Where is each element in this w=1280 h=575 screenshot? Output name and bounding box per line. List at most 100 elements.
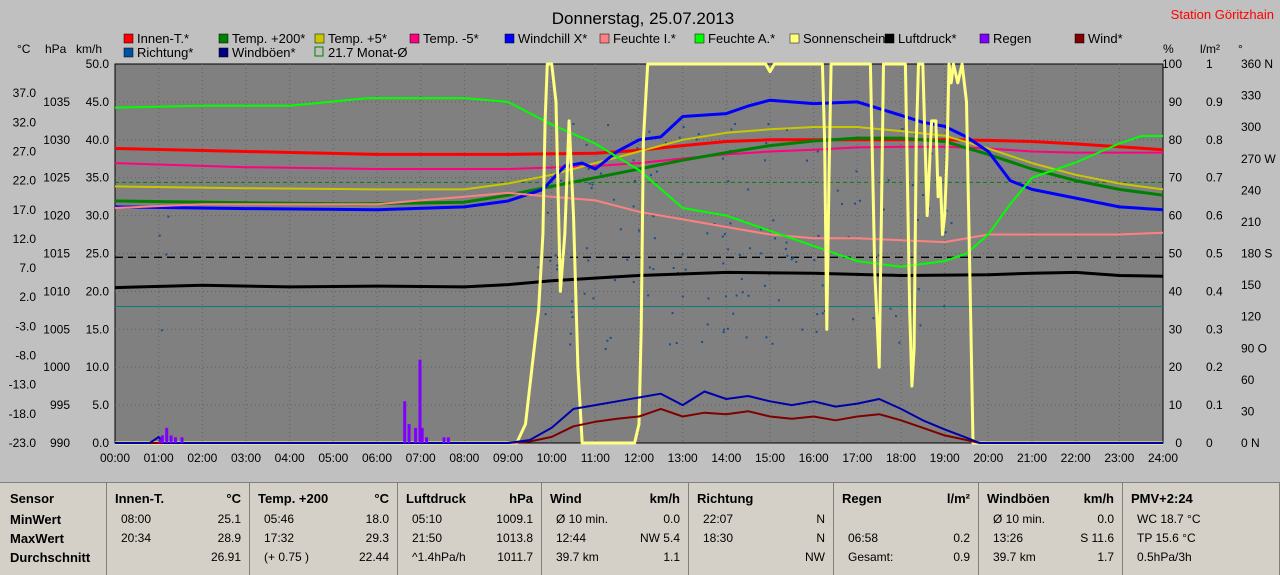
hpa-axis-tick: 1020 (43, 209, 70, 223)
wind-direction-dot (911, 184, 914, 187)
wind-direction-dot (681, 295, 684, 298)
series-temp-5 (114, 145, 1163, 170)
deg-axis-tick: 30 (1241, 404, 1255, 418)
wind-direction-dot (675, 341, 678, 344)
wind-direction-dot (734, 123, 737, 126)
wind-direction-dot (626, 258, 629, 261)
weather-chart: Donnerstag, 25.07.2013 Station Göritzhai… (9, 7, 1277, 465)
wind-direction-dot (632, 280, 635, 283)
pct-axis-tick: 70 (1169, 171, 1183, 185)
wind-direction-dot (749, 247, 752, 250)
wind-direction-dot (930, 152, 933, 155)
table-cell-value: NW 5.4 (639, 531, 680, 545)
legend-label: Windchill X* (518, 31, 587, 46)
hpa-axis-tick: 995 (50, 398, 70, 412)
wind-direction-dot (889, 307, 892, 310)
deg-axis-tick: 120 (1241, 310, 1261, 324)
x-axis-tick: 20:00 (973, 451, 1003, 465)
c-axis-tick: 7.0 (19, 261, 36, 275)
rain-bar (173, 437, 177, 443)
column-header: Windböen (987, 491, 1050, 506)
column-header: Temp. +200 (258, 491, 329, 506)
legend-label: Innen-T.* (137, 31, 189, 46)
wind-direction-dot (821, 312, 824, 315)
wind-direction-dot (556, 264, 559, 267)
lm2-axis-tick: 0.5 (1206, 247, 1223, 261)
wind-direction-dot (590, 187, 593, 190)
hpa-axis-tick: 1035 (43, 95, 70, 109)
table-column-temp-200: Temp. +200 °C 05:46 18.0 17:32 29.3 (+ 0.75 ) 2… (250, 483, 398, 575)
table-cell-label: 20:34 (121, 531, 152, 545)
wind-direction-dot (813, 259, 816, 262)
kmh-axis-tick: 10.0 (86, 360, 110, 374)
c-axis-tick: 2.0 (19, 290, 36, 304)
wind-direction-dot (724, 295, 727, 298)
wind-direction-dot (735, 294, 738, 297)
hpa-axis-tick: 1025 (43, 171, 70, 185)
series-lines (114, 62, 1164, 445)
wind-direction-dot (546, 211, 549, 214)
c-unit: °C (17, 42, 31, 56)
wind-direction-dot (544, 313, 547, 316)
wind-direction-dot (732, 312, 735, 315)
column-unit: °C (226, 491, 241, 506)
wind-direction-dot (777, 299, 780, 302)
column-unit: °C (374, 491, 389, 506)
wind-direction-dot (913, 132, 916, 135)
table-cell-value: 0.9 (953, 550, 970, 564)
table-cell-label: TP 15.6 °C (1137, 531, 1196, 545)
wind-direction-dot (572, 122, 575, 125)
table-cell-label: Ø 10 min. (556, 512, 609, 526)
table-cell-value: 18.0 (365, 512, 389, 526)
wind-direction-dot (158, 234, 161, 237)
column-header: Wind (550, 491, 582, 506)
row-label-min: MinWert (10, 512, 62, 527)
column-header: Richtung (697, 491, 754, 506)
lm2-axis-tick: 0.6 (1206, 209, 1223, 223)
deg-axis-tick: 180 S (1241, 247, 1272, 261)
legend: Innen-T.* Temp. +200* Temp. +5* Temp. -5* Wi… (123, 31, 1123, 60)
lm2-axis-tick: 0.3 (1206, 322, 1223, 336)
wind-direction-dot (664, 141, 667, 144)
wind-direction-dot (571, 316, 574, 319)
table-cell-label: 0.5hPa/3h (1137, 550, 1192, 564)
rain-bar (420, 427, 424, 443)
wind-direction-dot (784, 247, 787, 250)
wind-direction-dot (165, 253, 168, 256)
table-cell-label: ^1.4hPa/h (412, 550, 466, 564)
series-innen-t (114, 138, 1164, 156)
wind-direction-dot (632, 205, 635, 208)
wind-direction-dot (587, 259, 590, 262)
deg-axis-tick: 150 (1241, 278, 1261, 292)
wind-direction-dot (823, 309, 826, 312)
wind-direction-dot (554, 254, 557, 257)
rain-bar (407, 424, 411, 443)
table-cell-value: S 11.6 (1080, 531, 1114, 545)
column-header: Innen-T. (115, 491, 165, 506)
column-unit: hPa (509, 491, 533, 506)
wind-direction-dot (701, 340, 704, 343)
wind-direction-dot (872, 317, 875, 320)
legend-swatch (123, 47, 134, 58)
table-cell-label: Ø 10 min. (993, 512, 1046, 526)
pct-axis-tick: 100 (1162, 57, 1182, 71)
wind-direction-dot (706, 323, 709, 326)
x-axis-tick: 21:00 (1017, 451, 1047, 465)
c-axis-tick: 22.0 (13, 174, 37, 188)
wind-direction-dot (636, 147, 639, 150)
wind-direction-dot (922, 194, 925, 197)
x-axis-tick: 04:00 (275, 451, 305, 465)
x-axis-tick: 02:00 (187, 451, 217, 465)
wind-direction-dot (895, 315, 898, 318)
wind-direction-dot (816, 313, 819, 316)
rain-bar (165, 427, 169, 443)
row-labels-column: Sensor MinWert MaxWert Durchschnitt (0, 483, 107, 575)
wind-direction-dot (167, 215, 170, 218)
table-column-regen: Regen l/m² 06:58 0.2 Gesamt: 0.9 (834, 483, 979, 575)
wind-direction-dot (647, 294, 650, 297)
kmh-axis-tick: 50.0 (86, 57, 110, 71)
lm2-axis-tick: 0.2 (1206, 360, 1223, 374)
rain-bar (418, 359, 422, 443)
table-cell-label: 22:07 (703, 512, 734, 526)
table-cell-label: 12:44 (556, 531, 587, 545)
